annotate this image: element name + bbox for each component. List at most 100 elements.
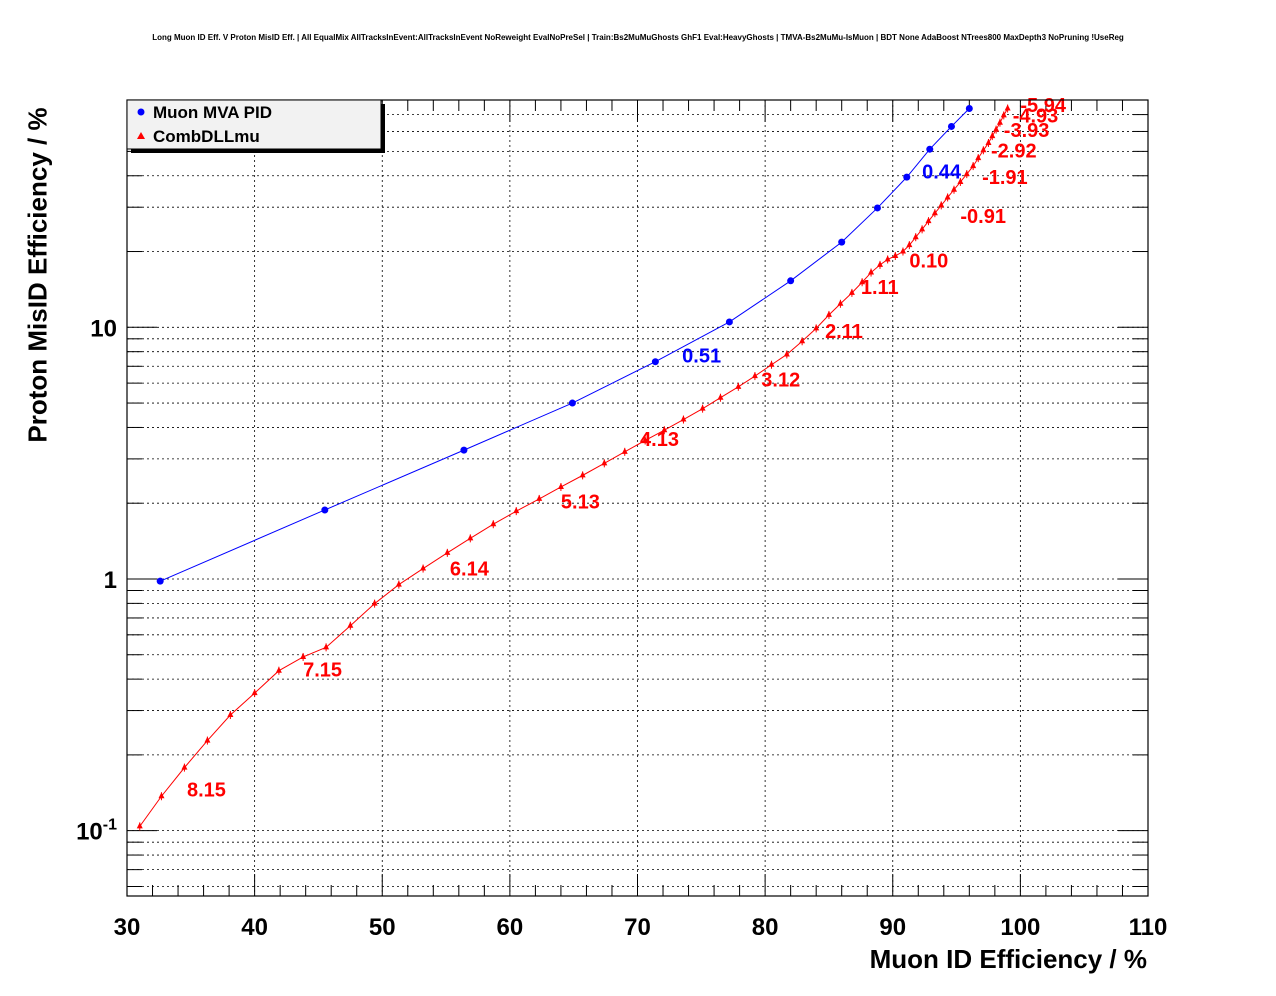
data-point xyxy=(899,247,906,254)
data-point xyxy=(926,145,934,153)
point-annotation: -4.93 xyxy=(1013,106,1059,128)
data-point xyxy=(957,177,964,184)
data-point xyxy=(181,763,188,770)
data-point xyxy=(783,350,790,357)
data-point xyxy=(601,459,608,466)
data-point xyxy=(579,471,586,478)
x-tick-label: 60 xyxy=(497,914,524,941)
data-point xyxy=(848,288,855,295)
x-tick-label: 30 xyxy=(114,914,141,941)
x-tick-label: 100 xyxy=(1000,914,1040,941)
point-annotation: -5.94 xyxy=(1020,95,1066,117)
point-annotation: 4.13 xyxy=(640,429,679,451)
data-point xyxy=(980,146,987,153)
data-point xyxy=(735,382,742,389)
point-annotation: -1.91 xyxy=(982,167,1028,189)
data-point xyxy=(460,446,468,454)
data-point xyxy=(251,689,258,696)
data-point xyxy=(156,577,164,585)
point-annotation: 0.10 xyxy=(909,250,948,272)
data-point xyxy=(989,132,996,139)
x-tick-label: 50 xyxy=(369,914,396,941)
data-point xyxy=(859,278,866,285)
legend-marker xyxy=(137,108,145,116)
data-point xyxy=(1000,111,1007,118)
data-point xyxy=(680,415,687,422)
data-point xyxy=(799,337,806,344)
legend: Muon MVA PID CombDLLmu xyxy=(126,99,385,153)
x-tick-label: 40 xyxy=(241,914,268,941)
data-point xyxy=(975,154,982,161)
data-point xyxy=(300,652,307,659)
data-point xyxy=(751,372,758,379)
point-annotation: 0.51 xyxy=(682,345,721,367)
data-point xyxy=(938,201,945,208)
data-point xyxy=(768,360,775,367)
data-point xyxy=(321,506,329,514)
x-tick-label: 70 xyxy=(624,914,651,941)
annotation-layer: 0.51 0.44 8.15 7.15 6.14 5.13 4.13 3.12 2.11 1.11… xyxy=(187,95,1067,801)
data-point xyxy=(642,436,649,443)
point-annotation: 7.15 xyxy=(303,660,342,682)
data-point xyxy=(884,255,891,262)
data-point xyxy=(725,318,733,326)
data-point xyxy=(661,426,668,433)
data-point xyxy=(717,393,724,400)
data-point xyxy=(970,162,977,169)
data-point xyxy=(557,482,564,489)
data-point xyxy=(837,299,844,306)
data-point xyxy=(536,494,543,501)
data-point xyxy=(651,358,659,366)
data-point xyxy=(951,185,958,192)
x-tick-label: 80 xyxy=(752,914,779,941)
point-annotation: 0.44 xyxy=(922,161,962,183)
legend-box xyxy=(126,99,382,150)
data-point xyxy=(444,548,451,555)
y-tick-label: 1 xyxy=(104,567,117,594)
point-annotation: -3.93 xyxy=(1004,120,1050,142)
data-point xyxy=(699,404,706,411)
point-annotation: 6.14 xyxy=(450,559,490,581)
data-point xyxy=(944,193,951,200)
data-point xyxy=(621,447,628,454)
data-point xyxy=(925,217,932,224)
data-point xyxy=(868,268,875,275)
data-point xyxy=(912,233,919,240)
data-point xyxy=(906,241,913,248)
data-point xyxy=(158,792,165,799)
series-line xyxy=(139,108,1009,827)
x-tick-label: 90 xyxy=(879,914,906,941)
data-point xyxy=(136,822,143,829)
legend-label: CombDLLmu xyxy=(153,127,260,146)
data-point xyxy=(323,643,330,650)
legend-label: Muon MVA PID xyxy=(153,103,272,122)
plot-frame xyxy=(126,99,1149,897)
data-point xyxy=(876,260,883,267)
data-point xyxy=(919,225,926,232)
data-point xyxy=(395,580,402,587)
data-point xyxy=(813,324,820,331)
point-annotation: 1.11 xyxy=(861,277,899,299)
data-point xyxy=(371,599,378,606)
y-tick-label: 10-1 xyxy=(76,817,117,846)
data-point xyxy=(838,238,846,246)
point-annotation: 2.11 xyxy=(825,321,863,343)
data-point xyxy=(513,507,520,514)
data-point xyxy=(965,105,973,113)
data-point xyxy=(963,170,970,177)
series-layer xyxy=(136,104,1011,831)
x-tick-label: 110 xyxy=(1129,914,1168,941)
data-point xyxy=(568,399,576,407)
data-point xyxy=(467,534,474,541)
data-point xyxy=(903,173,911,181)
chart-title: Long Muon ID Eff. V Proton MisID Eff. | … xyxy=(152,33,1124,42)
data-point xyxy=(420,564,427,571)
data-point xyxy=(275,666,282,673)
data-point xyxy=(947,122,955,130)
x-axis-label: Muon ID Efficiency / % xyxy=(869,944,1147,974)
point-annotation: 3.12 xyxy=(761,370,800,392)
y-axis-label: Proton MisID Efficiency / % xyxy=(22,107,53,443)
data-point xyxy=(993,125,1000,132)
data-point xyxy=(227,711,234,718)
